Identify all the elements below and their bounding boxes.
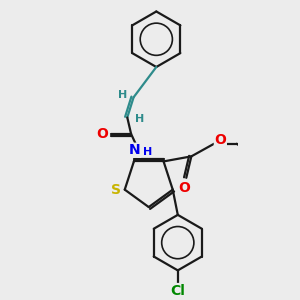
Text: Cl: Cl — [170, 284, 185, 298]
Text: O: O — [178, 181, 190, 195]
Text: N: N — [129, 143, 141, 157]
Text: H: H — [135, 114, 145, 124]
Text: O: O — [96, 127, 108, 141]
Text: H: H — [143, 146, 152, 157]
Text: S: S — [111, 183, 121, 196]
Text: O: O — [214, 133, 226, 147]
Text: H: H — [118, 90, 127, 100]
